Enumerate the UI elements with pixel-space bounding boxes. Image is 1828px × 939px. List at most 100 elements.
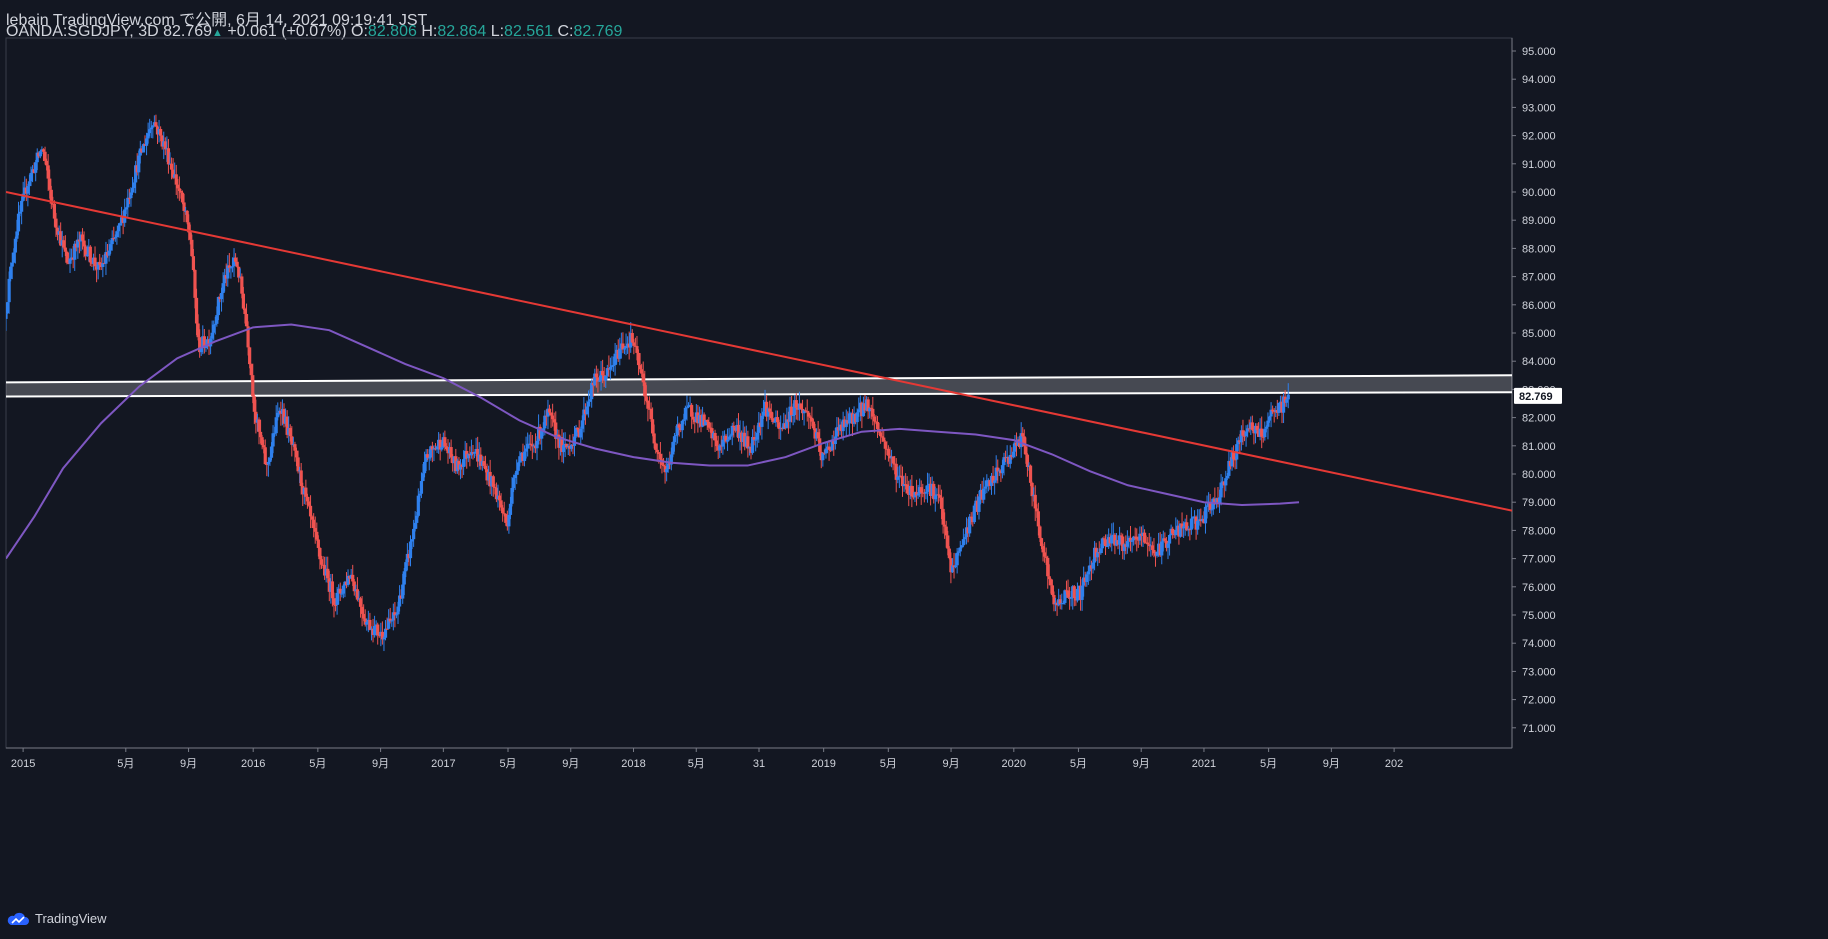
candle-body bbox=[652, 433, 656, 444]
candle-body bbox=[585, 406, 589, 415]
candle-body bbox=[109, 244, 113, 251]
up-arrow-icon: ▲ bbox=[212, 27, 223, 39]
candle-body bbox=[1050, 585, 1055, 595]
candle-body bbox=[1024, 446, 1028, 455]
candle-body bbox=[829, 449, 833, 451]
candle-body bbox=[144, 138, 149, 146]
candle-body bbox=[549, 412, 553, 416]
candle-body bbox=[947, 548, 951, 559]
candle-body bbox=[736, 424, 741, 439]
candle-body bbox=[685, 407, 689, 409]
x-tick-label: 5月 bbox=[499, 758, 516, 770]
candle-body bbox=[362, 613, 366, 619]
candle-body bbox=[669, 454, 673, 465]
candle-body bbox=[1130, 540, 1134, 542]
candle-body bbox=[690, 404, 694, 417]
candles bbox=[6, 114, 1290, 652]
x-tick-label: 5月 bbox=[688, 758, 705, 770]
candle-body bbox=[1191, 517, 1195, 519]
candle-body bbox=[1100, 538, 1104, 549]
candle-body bbox=[777, 422, 781, 429]
tradingview-logo[interactable]: TradingView bbox=[6, 911, 107, 926]
candle-body bbox=[1049, 579, 1053, 586]
candle-body bbox=[82, 240, 86, 247]
candle-body bbox=[896, 476, 900, 480]
candle-body bbox=[1047, 576, 1051, 580]
candle-body bbox=[227, 265, 231, 268]
candle-body bbox=[580, 420, 584, 429]
candle-body bbox=[396, 606, 400, 615]
candle-body bbox=[141, 144, 146, 153]
candle-body bbox=[574, 427, 578, 437]
candle-body bbox=[805, 411, 809, 413]
candle-body bbox=[872, 416, 876, 422]
candle-body bbox=[271, 433, 275, 447]
candle-body bbox=[910, 485, 914, 497]
candle-body bbox=[630, 333, 634, 343]
candle-body bbox=[1205, 505, 1209, 507]
candle-body bbox=[1185, 522, 1189, 531]
candle-body bbox=[194, 297, 199, 324]
candle-body bbox=[163, 141, 167, 150]
candle-body bbox=[636, 352, 641, 366]
candle-body bbox=[1267, 416, 1272, 421]
candle-body bbox=[1250, 422, 1254, 430]
candle-body bbox=[579, 428, 583, 438]
candle-body bbox=[491, 476, 495, 487]
candle-body bbox=[724, 435, 728, 442]
candle-body bbox=[750, 437, 755, 453]
candle-body bbox=[1269, 409, 1273, 417]
candle-body bbox=[1086, 571, 1090, 575]
candle-body bbox=[802, 410, 806, 414]
candle-body bbox=[1041, 546, 1045, 553]
candle-body bbox=[1110, 535, 1114, 544]
candle-body bbox=[1069, 596, 1073, 599]
x-tick-label: 2015 bbox=[11, 758, 35, 770]
candle-body bbox=[1103, 539, 1108, 547]
candle-body bbox=[171, 169, 175, 178]
candle-body bbox=[661, 464, 666, 466]
x-tick-label: 5月 bbox=[309, 758, 326, 770]
candle-body bbox=[968, 516, 972, 534]
candle-body bbox=[376, 624, 380, 636]
candle-body bbox=[830, 439, 834, 451]
candle-body bbox=[871, 408, 875, 417]
candle-body bbox=[972, 505, 976, 523]
candle-body bbox=[946, 535, 950, 549]
candle-body bbox=[63, 247, 67, 252]
candle-body bbox=[1208, 503, 1212, 511]
y-tick-label: 74.000 bbox=[1522, 638, 1556, 650]
x-tick-label: 5月 bbox=[880, 758, 897, 770]
candle-body bbox=[1043, 552, 1047, 557]
candle-body bbox=[680, 420, 684, 431]
candle-body bbox=[775, 417, 780, 423]
candle-body bbox=[658, 453, 663, 460]
candle-body bbox=[429, 446, 433, 458]
candle-body bbox=[85, 254, 89, 257]
y-tick-label: 89.000 bbox=[1522, 215, 1556, 227]
candle-body bbox=[1155, 551, 1159, 556]
candle-body bbox=[638, 365, 642, 370]
candle-body bbox=[1147, 544, 1151, 546]
candle-body bbox=[355, 589, 360, 600]
publish-line: lebain TradingView.com で公開, 6月 14, 2021 … bbox=[6, 12, 428, 29]
candle-body bbox=[1271, 409, 1275, 412]
candle-body bbox=[413, 522, 417, 529]
candle-body bbox=[515, 470, 519, 475]
candle-body bbox=[900, 476, 905, 487]
candle-body bbox=[402, 571, 406, 585]
candle-body bbox=[649, 408, 653, 420]
candle-body bbox=[572, 436, 577, 446]
candle-body bbox=[1085, 574, 1089, 582]
candle-body bbox=[438, 439, 442, 450]
candle-body bbox=[107, 250, 111, 256]
symbol-label[interactable]: OANDA:SGDJPY, 3D bbox=[6, 23, 159, 40]
candle-body bbox=[1210, 509, 1214, 511]
candle-body bbox=[1244, 431, 1248, 437]
candle-body bbox=[707, 421, 711, 428]
y-tick-label: 86.000 bbox=[1522, 300, 1556, 312]
candle-body bbox=[330, 581, 335, 599]
candle-body bbox=[730, 425, 734, 436]
candle-body bbox=[535, 440, 539, 449]
